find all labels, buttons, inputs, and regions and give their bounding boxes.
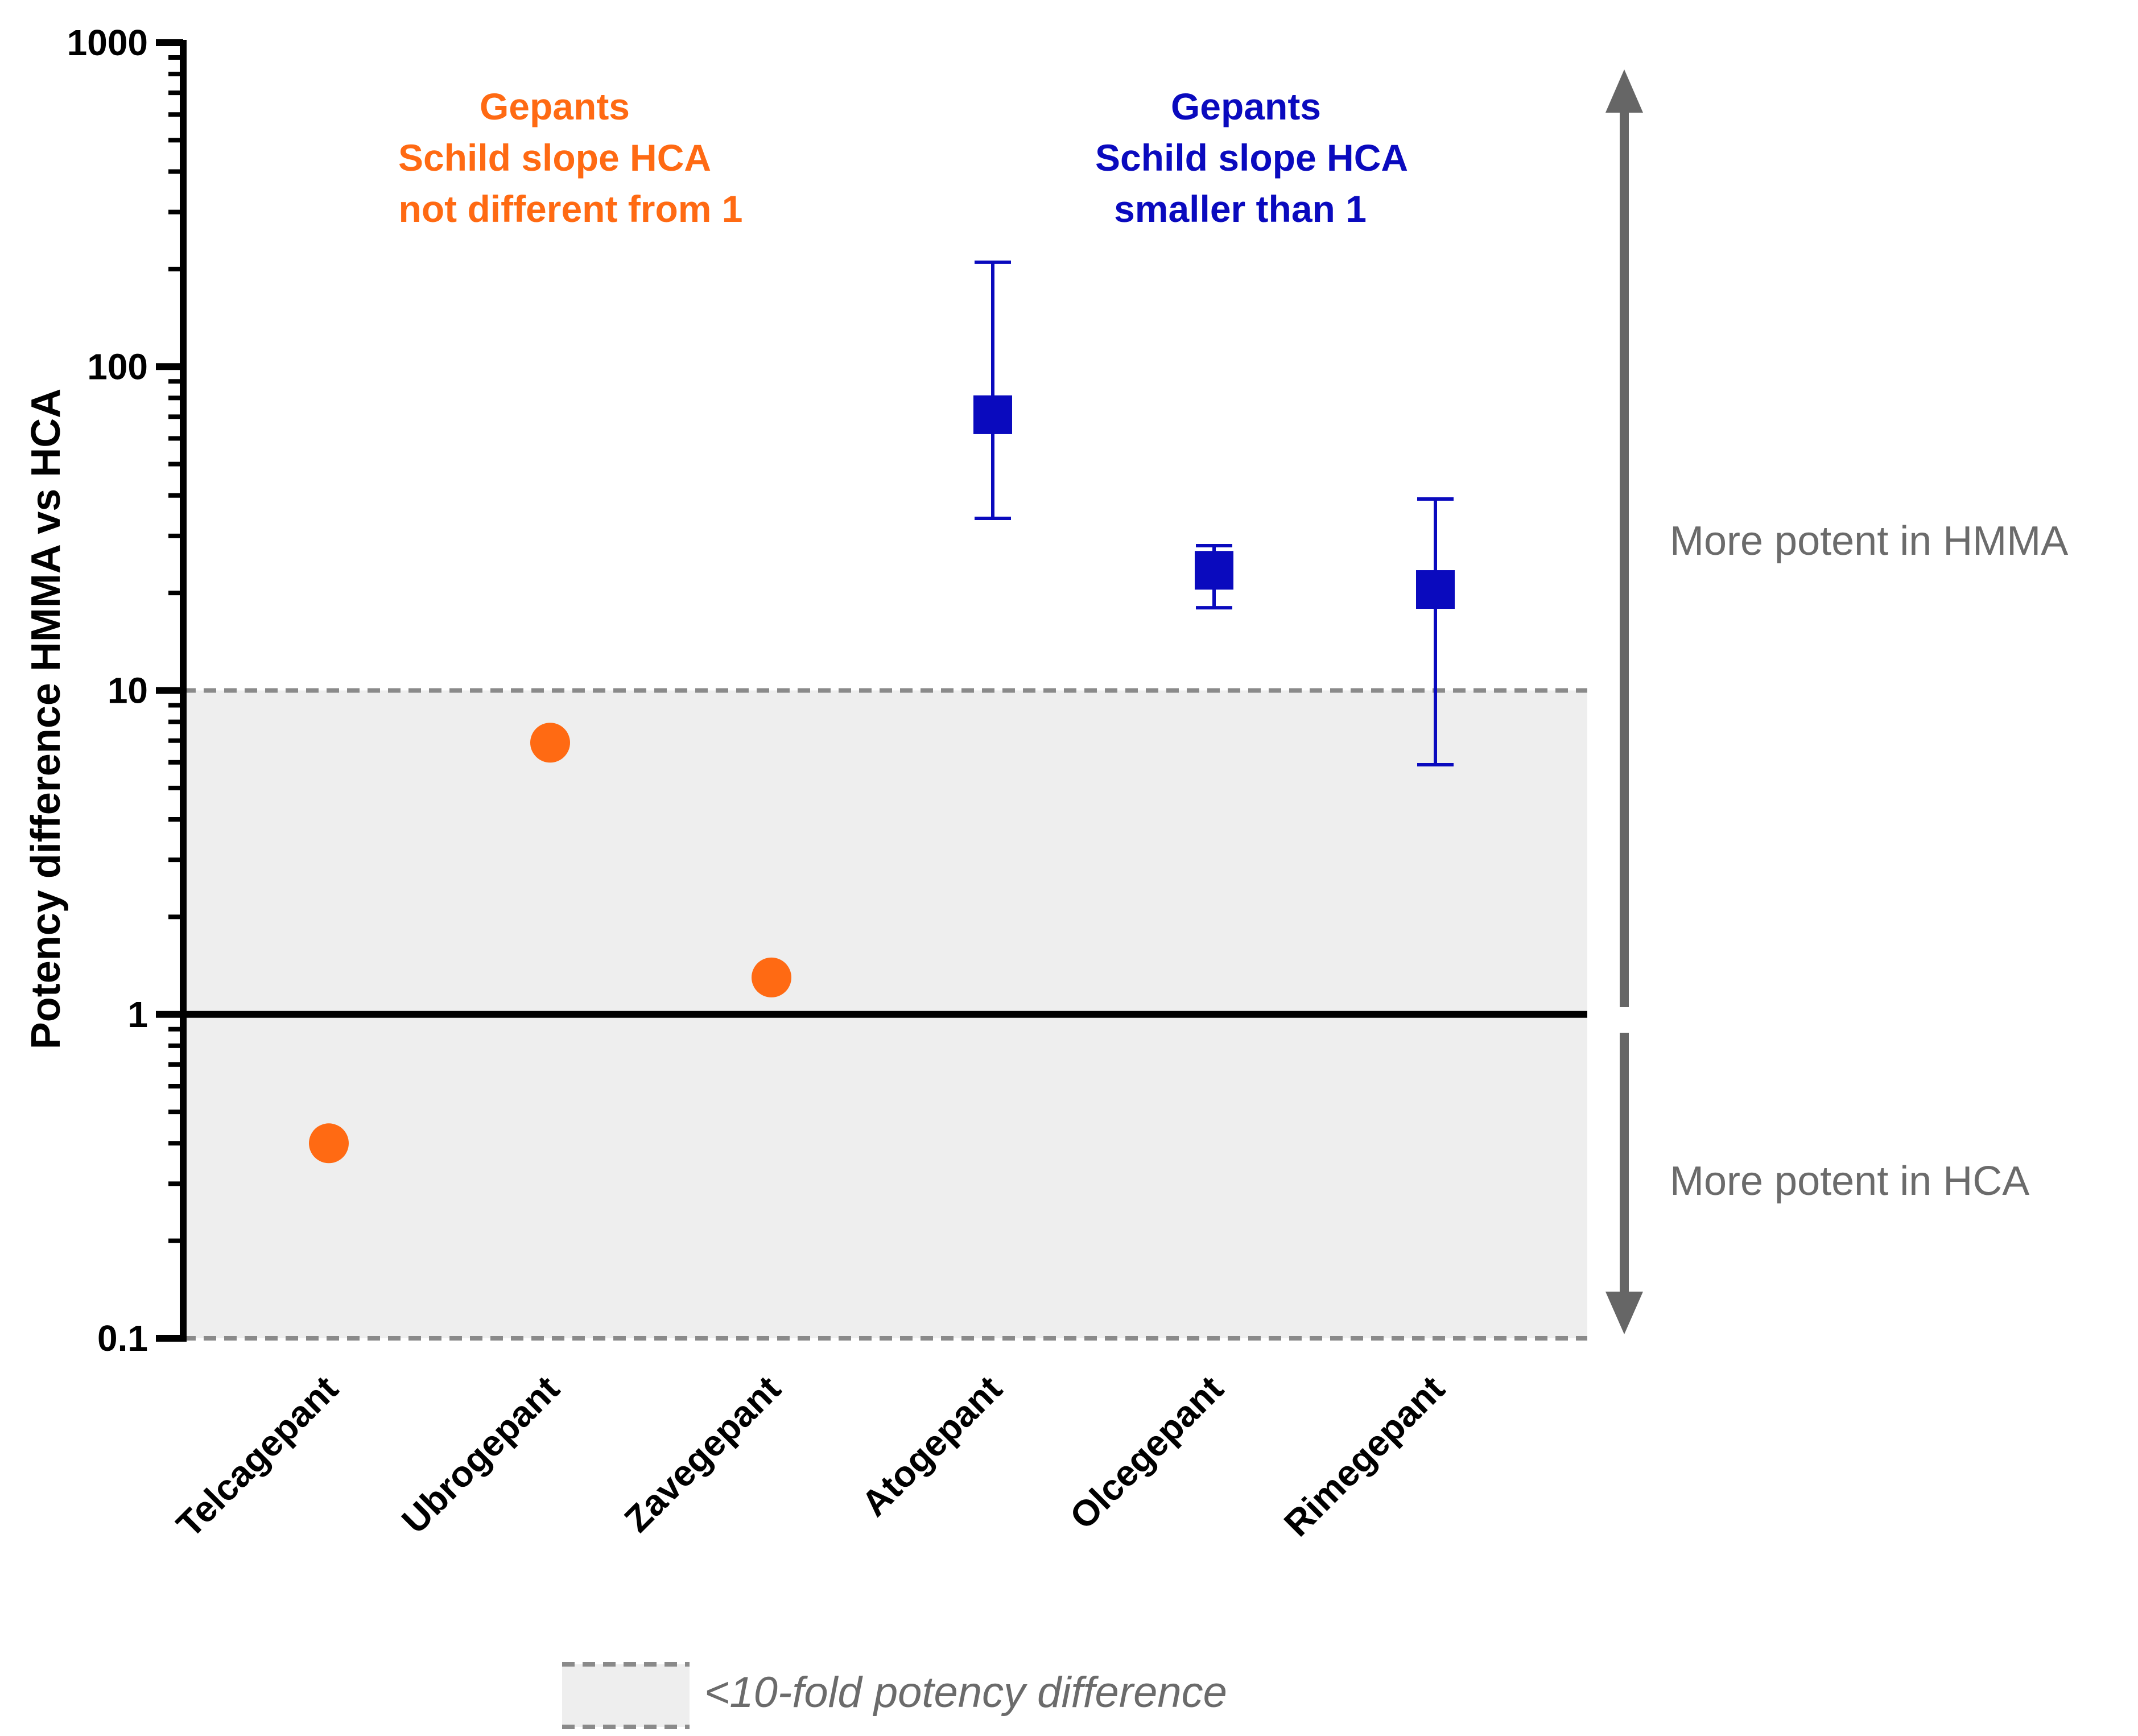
legend-band-swatch: [562, 1664, 690, 1727]
y-axis: 0.1 1 10 100 1000: [67, 22, 187, 1359]
lower-arrow-label: More potent in HCA: [1670, 1158, 2029, 1204]
data-point-ubrogepant: [530, 723, 570, 763]
x-tick-label-zavegepant: Zavegepant: [617, 1368, 789, 1540]
data-marks: [309, 260, 1455, 1164]
blue-annotation-line-3: smaller than 1: [1114, 188, 1367, 230]
data-point-rimegepant: [1416, 570, 1455, 609]
up-arrow-head-icon: [1605, 69, 1643, 113]
y-axis-label: Potency difference HMMA vs HCA: [23, 389, 69, 1050]
y-tick-label: 0.1: [97, 1318, 148, 1359]
blue-annotation-line-1: Gepants: [1171, 85, 1321, 127]
data-point-zavegepant: [752, 957, 791, 997]
x-tick-label-ubrogepant: Ubrogepant: [394, 1368, 567, 1541]
y-tick-label: 100: [87, 346, 148, 387]
y-tick-label: 1000: [67, 22, 148, 63]
y-tick-label: 1: [127, 994, 148, 1035]
data-point-telcagepant: [309, 1123, 349, 1164]
data-point-atogepant: [973, 395, 1012, 434]
blue-group-annotation: Gepants Schild slope HCA smaller than 1: [1095, 85, 1408, 230]
x-tick-label-telcagepant: Telcagepant: [168, 1368, 346, 1545]
x-tick-label-rimegepant: Rimegepant: [1276, 1368, 1452, 1544]
x-tick-labels: Telcagepant Ubrogepant Zavegepant Atogepant…: [168, 1368, 1452, 1545]
orange-group-annotation: Gepants Schild slope HCA not different f…: [398, 85, 743, 230]
x-tick-label-olcegepant: Olcegepant: [1062, 1368, 1231, 1537]
legend-band-label: <10-fold potency difference: [704, 1668, 1227, 1717]
orange-annotation-line-1: Gepants: [480, 85, 630, 127]
upper-arrow-label: More potent in HMMA: [1670, 518, 2068, 564]
orange-annotation-line-2: Schild slope HCA: [398, 137, 711, 179]
down-arrow-head-icon: [1605, 1292, 1643, 1334]
data-point-olcegepant: [1195, 551, 1233, 590]
x-tick-label-atogepant: Atogepant: [853, 1368, 1010, 1524]
legend: <10-fold potency difference: [562, 1662, 1227, 1729]
y-tick-label: 10: [108, 670, 148, 711]
blue-annotation-line-2: Schild slope HCA: [1095, 137, 1408, 179]
potency-direction-arrows: [1605, 69, 1643, 1334]
orange-annotation-line-3: not different from 1: [399, 188, 743, 230]
